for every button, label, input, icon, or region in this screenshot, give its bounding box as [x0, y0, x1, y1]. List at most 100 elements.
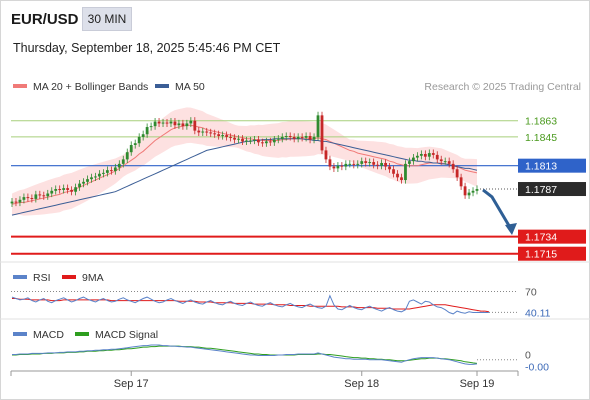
- legend-ma20-swatch: [13, 84, 27, 88]
- candle-body: [332, 166, 336, 169]
- candle-body: [360, 161, 364, 164]
- candle-body: [221, 135, 225, 137]
- candle-body: [10, 201, 14, 204]
- candle-body: [308, 136, 312, 140]
- candle-body: [447, 161, 451, 164]
- candle-body: [18, 199, 22, 203]
- legend-rsi-ma-swatch: [62, 275, 76, 279]
- candle-body: [245, 140, 248, 142]
- legend-ma50-swatch: [155, 84, 169, 88]
- rsi-line: [11, 294, 489, 315]
- time-ticks: Sep 17 Sep 18 Sep 19: [10, 371, 519, 390]
- level-label: 1.1863: [525, 116, 557, 128]
- rsi-ma-line: [12, 298, 489, 313]
- candle-body: [288, 136, 292, 138]
- candle-body: [141, 134, 145, 137]
- candle-body: [459, 177, 463, 187]
- candle-body: [78, 183, 81, 188]
- time-tick-label: Sep 18: [344, 378, 379, 390]
- candle-body: [82, 181, 85, 184]
- attribution-label: Research © 2025 Trading Central: [424, 81, 581, 93]
- candle-body: [439, 159, 443, 162]
- level-label: 1.1845: [525, 132, 557, 144]
- candle-body: [153, 121, 157, 127]
- candle-body: [22, 197, 26, 200]
- current-price-tag: [518, 182, 586, 197]
- rsi-value-label: 40.11: [525, 307, 551, 319]
- candle-body: [26, 197, 30, 199]
- candle-body: [121, 159, 125, 164]
- legend-macd-signal-swatch: [75, 332, 89, 336]
- candle-body: [14, 201, 18, 203]
- candle-body: [58, 189, 62, 191]
- candle-body: [197, 130, 201, 133]
- candle-body: [404, 163, 407, 181]
- candle-body: [312, 136, 316, 140]
- candle-body: [372, 162, 376, 165]
- candle-body: [368, 162, 372, 164]
- candle-body: [249, 140, 252, 142]
- candle-body: [276, 138, 280, 140]
- candle-body: [193, 120, 197, 131]
- candle-body: [185, 123, 189, 127]
- timeframe-badge[interactable]: 30 MIN: [82, 7, 132, 31]
- candle-body: [133, 143, 137, 146]
- time-tick-label: Sep 19: [460, 378, 495, 390]
- candle-body: [292, 136, 296, 139]
- candle-body: [384, 162, 387, 167]
- candle-body: [356, 163, 360, 165]
- candle-body: [392, 169, 395, 174]
- candle-body: [260, 142, 264, 144]
- level-tag: [518, 158, 586, 173]
- candle-body: [129, 145, 133, 153]
- candle-body: [475, 189, 479, 191]
- candle-body: [217, 134, 221, 137]
- candle-body: [408, 161, 411, 164]
- symbol-label: EUR/USD: [11, 11, 79, 28]
- candle-body: [157, 121, 161, 124]
- candle-body: [264, 141, 268, 144]
- level-tag: [518, 246, 586, 261]
- legend-macd-signal-label: MACD Signal: [95, 329, 158, 341]
- candle-body: [328, 159, 332, 167]
- candle-body: [237, 138, 240, 140]
- candle-body: [90, 177, 93, 180]
- candle-body: [233, 137, 236, 140]
- candle-body: [396, 173, 399, 178]
- candle-body: [213, 133, 217, 135]
- candle-body: [205, 131, 209, 133]
- candle-body: [431, 153, 435, 155]
- legend-ma50-label: MA 50: [175, 81, 205, 93]
- candle-body: [94, 176, 97, 178]
- candle-body: [38, 194, 42, 196]
- legend-rsi-ma-label: 9MA: [82, 272, 104, 284]
- candle-body: [451, 163, 455, 170]
- candle-body: [109, 170, 113, 172]
- candle-body: [348, 163, 352, 165]
- candle-body: [300, 136, 304, 138]
- candle-body: [455, 169, 459, 178]
- candle-body: [344, 163, 348, 167]
- rsi-70-label: 70: [525, 287, 537, 299]
- candle-body: [412, 157, 415, 162]
- candle-body: [46, 193, 50, 197]
- candle-body: [400, 177, 403, 181]
- candle-body: [86, 179, 89, 182]
- candle-body: [316, 115, 320, 137]
- candle-body: [336, 165, 340, 169]
- candle-body: [137, 136, 141, 144]
- candle-body: [467, 192, 471, 196]
- candle-body: [189, 120, 193, 124]
- candle-body: [177, 123, 181, 126]
- legend-rsi-swatch: [13, 275, 27, 279]
- candle-body: [340, 165, 344, 167]
- candle-body: [165, 122, 169, 124]
- candle-body: [30, 198, 34, 200]
- ma50-line: [11, 138, 478, 216]
- macd-line: [12, 344, 478, 365]
- candle-body: [296, 136, 300, 139]
- candle-body: [50, 190, 54, 194]
- candle-body: [427, 153, 431, 157]
- candle-body: [102, 172, 105, 174]
